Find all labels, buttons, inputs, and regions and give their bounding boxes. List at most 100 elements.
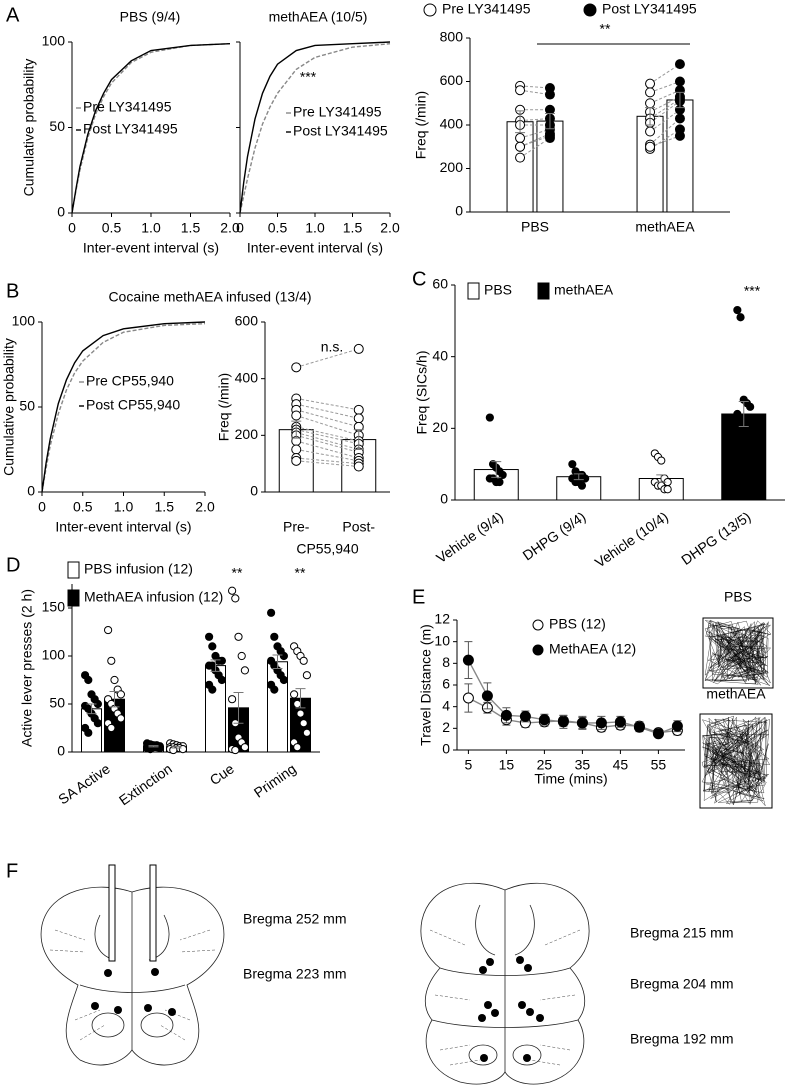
error-bar [645, 107, 656, 126]
data-point [515, 85, 526, 96]
y-tick-label: 60 [432, 276, 448, 292]
data-point [736, 313, 745, 322]
pair-line [296, 440, 359, 459]
data-point [110, 675, 119, 685]
y-axis-label: Active lever presses (2 h) [19, 589, 35, 747]
x-tick-label: Vehicle (9/4) [433, 508, 506, 566]
data-point [116, 690, 126, 699]
y-tick-label: 0 [442, 741, 450, 757]
error-bar [491, 461, 502, 478]
data-point [353, 413, 364, 424]
panel-label: B [6, 280, 19, 302]
data-point [107, 723, 116, 733]
data-point [296, 709, 305, 718]
pair-line [519, 128, 551, 139]
legend-label: MethAEA infusion (12) [84, 589, 223, 605]
y-tick-label: 8 [442, 654, 450, 670]
data-point [736, 417, 745, 426]
data-point [270, 685, 279, 694]
y-tick-label: 0 [57, 743, 65, 759]
track-trace [701, 715, 771, 806]
data-point [733, 442, 742, 451]
data-point [746, 431, 755, 440]
data-point [217, 675, 226, 685]
data-point [657, 456, 666, 465]
error-bar [544, 112, 555, 130]
brain-section-right [420, 882, 590, 1085]
legend-label: Post LY341495 [602, 1, 697, 17]
y-tick-label: 400 [440, 116, 464, 132]
y-tick-label: 50 [19, 398, 35, 414]
data-point [645, 98, 656, 109]
data-point [291, 444, 302, 455]
track-trace [704, 619, 772, 686]
data-point [299, 719, 308, 728]
x-tick-label: PBS [521, 219, 549, 235]
series-line [239, 41, 391, 214]
data-point [291, 410, 302, 421]
legend-label: Post CP55,940 [86, 397, 180, 413]
data-point [270, 632, 279, 641]
y-tick-label: 800 [440, 29, 464, 45]
marker [500, 709, 512, 721]
annotation: *** [744, 283, 761, 299]
data-point [299, 656, 308, 665]
y-axis-label: Freq (/min) [216, 373, 232, 441]
pair-line [519, 89, 551, 96]
pair-line [296, 434, 359, 453]
legend-swatch [537, 282, 550, 300]
pair-line [296, 426, 359, 442]
y-tick-label: 100 [12, 313, 36, 329]
y-tick-label: 40 [432, 347, 448, 363]
pair-line [296, 348, 359, 368]
data-point [353, 404, 364, 415]
x-tick-label: DHPG (13/5) [678, 508, 753, 568]
data-point [302, 671, 311, 680]
data-point [228, 586, 237, 595]
data-point [178, 745, 187, 754]
pair-line [296, 432, 359, 450]
data-point [544, 89, 555, 100]
data-point [293, 699, 302, 709]
data-point [208, 642, 217, 651]
chart-title: Cocaine methAEA infused (13/4) [108, 289, 311, 305]
y-tick-label: 50 [49, 118, 65, 134]
error-bar [573, 473, 584, 481]
data-point [544, 130, 555, 141]
bregma-label: Bregma 223 mm [243, 966, 346, 982]
y-tick-label: 100 [42, 647, 66, 663]
x-tick-label: 45 [613, 757, 629, 773]
data-point [93, 719, 103, 728]
legend-label: Pre LY341495 [442, 1, 531, 17]
y-tick-label: 50 [49, 695, 65, 711]
bregma-label: Bregma 192 mm [630, 1031, 733, 1047]
y-tick-label: 0 [27, 483, 35, 499]
data-point [498, 470, 507, 480]
pair-line [649, 128, 681, 150]
legend-label: PBS (12) [549, 616, 606, 632]
x-tick-label: 15 [499, 757, 515, 773]
data-point [663, 485, 672, 494]
data-point [645, 87, 656, 98]
error-bar [353, 429, 364, 450]
pair-line [649, 118, 681, 145]
x-tick-label: 0 [38, 499, 46, 515]
legend-label: Post LY341495 [83, 121, 178, 137]
data-point [291, 362, 302, 373]
pair-line [296, 449, 359, 462]
pair-line [296, 457, 359, 465]
error-bar [109, 691, 120, 708]
marker [614, 716, 626, 728]
series-line [41, 321, 206, 493]
pair-line [296, 415, 359, 436]
error-bar [171, 745, 182, 749]
y-tick-label: 150 [42, 599, 66, 615]
data-point [746, 402, 755, 411]
data-point [279, 651, 288, 661]
series-line [239, 43, 391, 214]
marker [538, 714, 550, 726]
marker [671, 720, 683, 732]
x-tick-label: Vehicle (10/4) [592, 508, 671, 570]
data-point [736, 452, 745, 462]
